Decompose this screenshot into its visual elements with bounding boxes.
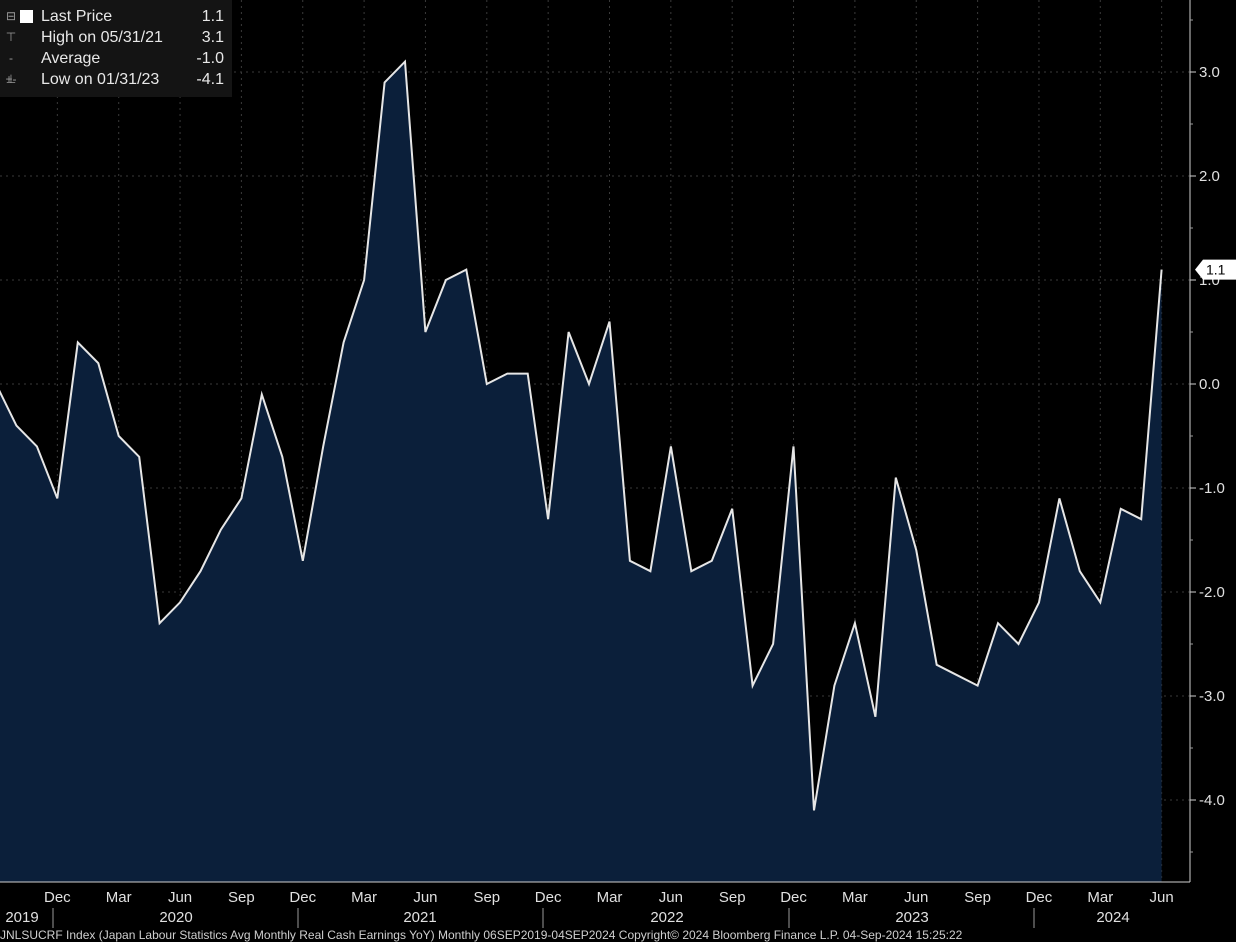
low-marker-icon: ⊥ [5, 72, 17, 86]
area-fill [0, 61, 1162, 882]
x-tick-label: Sep [473, 889, 500, 906]
legend-label: Average [41, 50, 101, 67]
y-axis-ticks: 3.02.01.00.0-1.0-2.0-3.0-4.0 [1190, 19, 1225, 853]
x-tick-label: Dec [535, 889, 562, 906]
last-value-marker: 1.1 [1195, 259, 1236, 280]
legend-row-low: ⊥ Low on 01/31/23 -4.1 [0, 69, 232, 90]
x-tick-label: Mar [597, 889, 623, 906]
legend-value: -1.0 [196, 50, 224, 67]
last-value-box [1195, 259, 1236, 280]
series-swatch [20, 10, 33, 23]
axes [0, 0, 1191, 883]
y-tick-label: -1.0 [1199, 480, 1225, 497]
x-tick-label: Mar [842, 889, 868, 906]
x-tick-label: Jun [904, 889, 928, 906]
x-tick-label: Jun [413, 889, 437, 906]
footer-source: JNLSUCRF Index (Japan Labour Statistics … [0, 929, 963, 942]
y-tick-label: -3.0 [1199, 688, 1225, 705]
x-year-label: 2021 [403, 909, 436, 926]
legend-value: 1.1 [201, 8, 224, 25]
x-tick-label: Dec [289, 889, 316, 906]
last-value-label: 1.1 [1206, 262, 1226, 278]
legend-row-high: ⊤ High on 05/31/21 3.1 [0, 27, 232, 48]
x-year-label: 2020 [159, 909, 192, 926]
x-axis-ticks: Dec Mar Jun Sep Dec Mar Jun Sep Dec Mar Jun Sep Dec M… [5, 889, 1174, 928]
x-tick-label: Jun [168, 889, 192, 906]
x-tick-label: Dec [1026, 889, 1053, 906]
high-marker-icon: ⊤ [5, 30, 17, 44]
legend: ⊟ Last Price 1.1 ⊤ High on 05/31/21 3.1 … [0, 0, 232, 97]
x-tick-label: Sep [964, 889, 991, 906]
legend-label: Last Price [41, 8, 113, 25]
x-tick-label: Jun [659, 889, 683, 906]
y-tick-label: -4.0 [1199, 792, 1225, 809]
x-tick-label: Jun [1150, 889, 1174, 906]
x-year-label: 2019 [5, 909, 38, 926]
x-tick-label: Dec [780, 889, 807, 906]
x-year-label: 2022 [650, 909, 683, 926]
legend-row-average: -+- Average -1.0 [0, 48, 232, 86]
average-marker-icon: -+- [5, 51, 17, 86]
x-year-label: 2024 [1096, 909, 1129, 926]
y-tick-label: -2.0 [1199, 584, 1225, 601]
x-tick-label: Mar [106, 889, 132, 906]
x-tick-label: Mar [1087, 889, 1113, 906]
x-tick-label: Dec [44, 889, 71, 906]
legend-label: Low on 01/31/23 [41, 71, 160, 88]
y-tick-label: 2.0 [1199, 168, 1220, 185]
legend-value: -4.1 [196, 71, 224, 88]
series-line [0, 59, 1163, 811]
y-tick-label: 0.0 [1199, 376, 1220, 393]
x-year-label: 2023 [895, 909, 928, 926]
y-tick-label: 3.0 [1199, 64, 1220, 81]
x-tick-label: Mar [351, 889, 377, 906]
legend-row-last-price: ⊟ Last Price 1.1 [0, 6, 232, 27]
legend-label: High on 05/31/21 [41, 29, 163, 46]
x-tick-label: Sep [228, 889, 255, 906]
legend-value: 3.1 [201, 29, 224, 46]
collapse-icon[interactable]: ⊟ [5, 9, 17, 23]
x-tick-label: Sep [719, 889, 746, 906]
